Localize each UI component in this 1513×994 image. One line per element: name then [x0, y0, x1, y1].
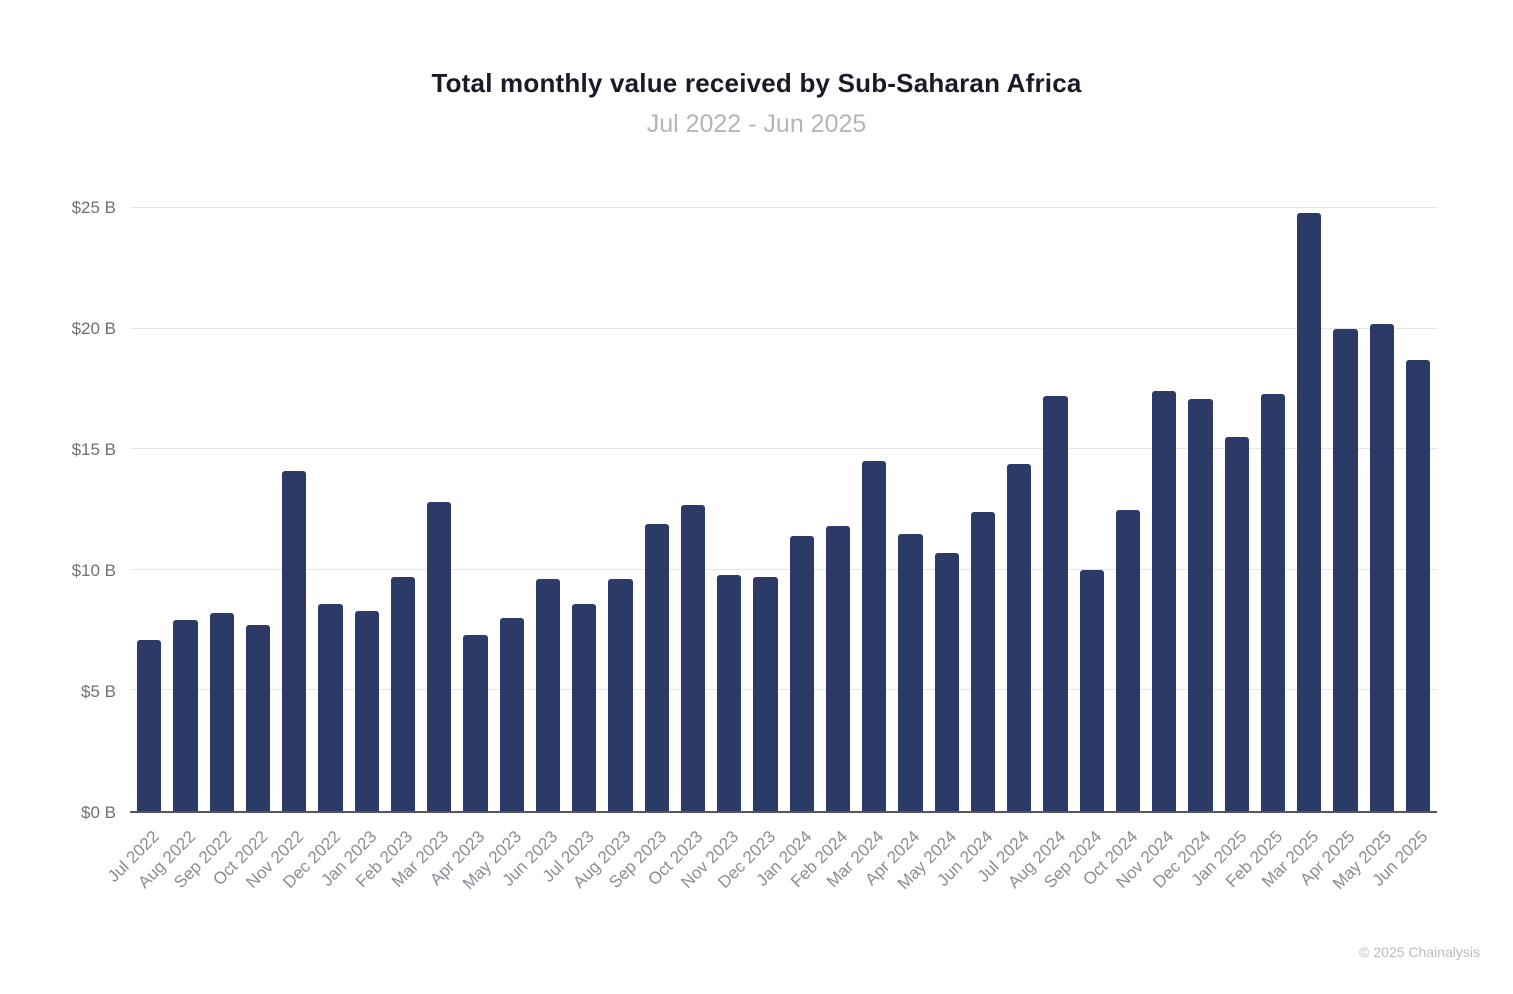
chart-subtitle: Jul 2022 - Jun 2025 [646, 110, 867, 138]
bar [427, 502, 452, 811]
plot-area [130, 207, 1437, 813]
bar [209, 613, 234, 811]
y-tick-label: $15 B [71, 440, 116, 459]
bar [1405, 359, 1430, 811]
bar [245, 625, 270, 811]
bar [137, 639, 162, 811]
gridline [130, 568, 1437, 570]
gridline [130, 689, 1437, 691]
bar [898, 533, 923, 811]
bar [1043, 396, 1068, 811]
bar [535, 579, 560, 811]
bar [1152, 391, 1177, 811]
y-tick-label: $10 B [71, 561, 116, 580]
bar [680, 504, 705, 811]
y-tick-label: $0 B [81, 803, 116, 822]
gridline [130, 327, 1437, 329]
bar [1115, 509, 1140, 811]
bar [644, 523, 669, 811]
bar [1079, 569, 1104, 811]
bar [1007, 463, 1032, 811]
bar [970, 511, 995, 811]
bar-series [130, 208, 1437, 811]
x-tick: Jun 2025 [1368, 821, 1431, 941]
bar [789, 536, 814, 811]
y-tick-label: $25 B [71, 198, 116, 217]
x-axis: Jul 2022 Aug 2022 Sep 2022 Oct 2022 Nov 2022… [104, 821, 1437, 941]
bar [463, 634, 488, 811]
bar [173, 620, 198, 811]
bar [934, 552, 959, 811]
bar [1224, 437, 1249, 811]
bar [753, 577, 778, 811]
bar [1333, 328, 1358, 811]
bar [608, 579, 633, 811]
bar [572, 603, 597, 811]
y-tick-label: $5 B [81, 682, 116, 701]
y-tick-label: $20 B [71, 319, 116, 338]
bar [1188, 398, 1213, 811]
bar [1369, 323, 1394, 811]
bar [354, 610, 379, 811]
copyright-text: © 2025 Chainalysis [1359, 944, 1480, 960]
bar [1260, 393, 1285, 811]
chart-title: Total monthly value received by Sub-Saha… [431, 68, 1082, 98]
bar [825, 526, 850, 811]
bar [499, 618, 524, 811]
bar [717, 574, 742, 811]
bar [390, 577, 415, 811]
y-axis: $0 B $5 B $10 B $15 B $20 B $25 B [0, 198, 116, 822]
bar [862, 461, 887, 811]
bar [282, 470, 307, 811]
gridline [130, 448, 1437, 450]
gridline [130, 207, 1437, 208]
bar [318, 603, 343, 811]
bar [1297, 212, 1322, 811]
